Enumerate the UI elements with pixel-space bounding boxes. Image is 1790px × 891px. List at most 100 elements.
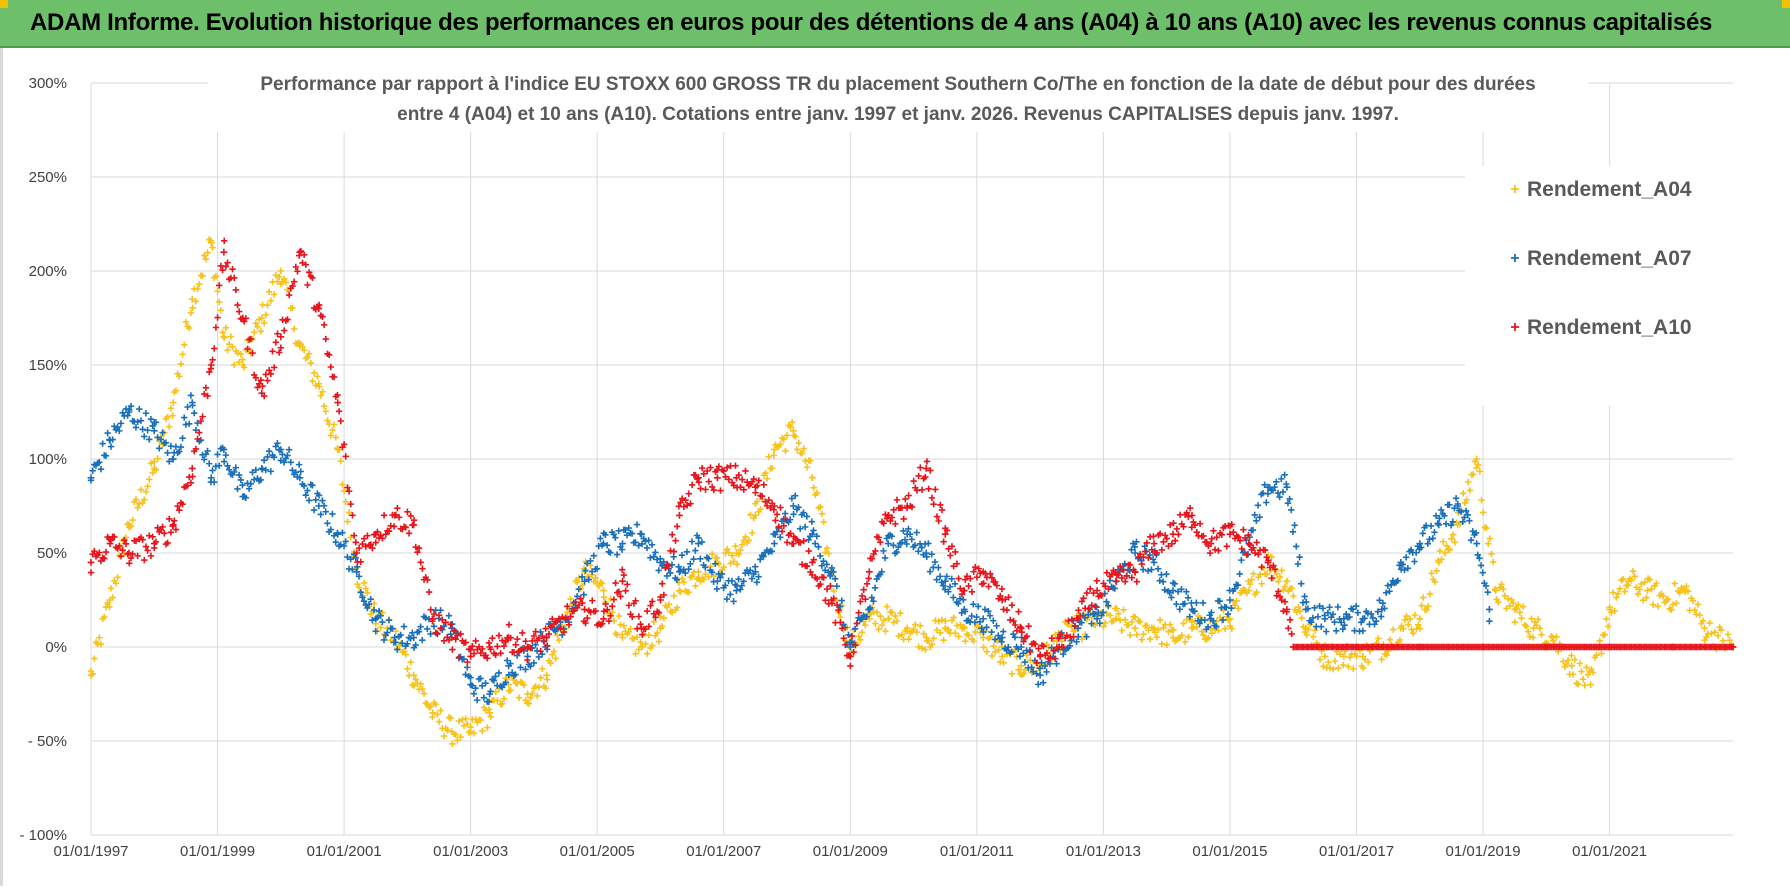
- data-point: [552, 655, 559, 662]
- data-point: [1063, 632, 1071, 639]
- y-tick-label: 150%: [29, 357, 67, 374]
- data-point: [988, 652, 996, 660]
- data-point: [1578, 668, 1585, 675]
- data-point: [1015, 666, 1022, 674]
- data-point: [257, 328, 265, 335]
- data-point: [1374, 608, 1382, 615]
- data-point: [986, 612, 994, 619]
- x-tick-label: 01/01/2009: [813, 843, 888, 860]
- series-Rendement_A07: [87, 392, 1493, 706]
- data-point: [1289, 528, 1297, 536]
- data-point: [309, 274, 316, 281]
- data-point: [979, 568, 987, 576]
- data-point: [788, 419, 796, 426]
- data-point: [652, 549, 659, 556]
- data-point: [940, 582, 947, 589]
- data-point: [880, 547, 887, 555]
- data-point: [197, 417, 205, 425]
- data-point: [1121, 578, 1129, 585]
- data-point: [607, 612, 614, 620]
- data-point: [394, 646, 401, 653]
- data-point: [998, 653, 1006, 660]
- data-point: [204, 447, 211, 455]
- data-point: [590, 578, 598, 585]
- data-point: [1188, 606, 1196, 613]
- data-point: [600, 587, 607, 594]
- data-point: [329, 510, 336, 518]
- data-point: [1240, 526, 1247, 533]
- data-point: [903, 530, 911, 538]
- data-point: [1169, 587, 1177, 594]
- data-point: [803, 513, 811, 520]
- data-point: [607, 595, 614, 602]
- data-point: [305, 269, 313, 276]
- data-point: [494, 643, 501, 650]
- data-point: [1113, 605, 1121, 612]
- data-point: [643, 544, 651, 552]
- data-point: [1598, 650, 1605, 657]
- legend-item-Rendement_A07[interactable]: Rendement_A07: [1511, 247, 1692, 270]
- data-point: [688, 538, 696, 545]
- data-point: [154, 434, 161, 441]
- data-point: [1128, 546, 1135, 553]
- data-point: [1463, 496, 1470, 504]
- scatter-points: [87, 236, 1737, 748]
- data-point: [705, 555, 712, 562]
- data-point: [1264, 559, 1272, 566]
- data-point: [1450, 531, 1457, 538]
- data-point: [1511, 606, 1519, 613]
- data-point: [638, 643, 645, 651]
- data-point: [1609, 589, 1617, 596]
- series-Rendement_A10: [87, 237, 1737, 670]
- data-point: [1316, 656, 1324, 663]
- data-point: [632, 539, 639, 546]
- data-point: [419, 637, 426, 644]
- data-point: [642, 640, 649, 648]
- data-point: [201, 252, 208, 259]
- legend[interactable]: Rendement_A04 Rendement_A07 Rendement_A10: [1465, 166, 1733, 406]
- data-point: [1494, 599, 1502, 606]
- data-point: [344, 518, 351, 525]
- data-point: [272, 272, 280, 279]
- x-tick-label: 01/01/2015: [1192, 843, 1267, 860]
- data-point: [1466, 517, 1473, 524]
- data-point: [87, 671, 95, 679]
- data-point: [1088, 602, 1096, 609]
- data-point: [645, 623, 653, 630]
- data-point: [1302, 606, 1310, 613]
- data-point: [475, 643, 483, 651]
- legend-item-Rendement_A04[interactable]: Rendement_A04: [1511, 178, 1692, 201]
- data-point: [682, 569, 689, 577]
- data-point: [650, 618, 658, 625]
- data-point: [202, 255, 210, 263]
- data-point: [1120, 606, 1127, 614]
- data-point: [510, 648, 518, 656]
- data-point: [372, 628, 379, 635]
- data-point: [1020, 650, 1027, 657]
- data-point: [150, 427, 158, 435]
- data-point: [289, 304, 296, 311]
- data-point: [639, 631, 646, 638]
- data-point: [915, 548, 922, 555]
- data-point: [1286, 495, 1293, 503]
- data-point: [1549, 634, 1557, 641]
- data-point: [882, 627, 889, 635]
- data-point: [539, 665, 546, 672]
- data-point: [905, 525, 912, 533]
- data-point: [838, 597, 846, 604]
- data-point: [342, 538, 349, 545]
- data-point: [732, 543, 739, 550]
- data-point: [1180, 620, 1187, 627]
- legend-item-Rendement_A10[interactable]: Rendement_A10: [1511, 316, 1692, 339]
- data-point: [938, 506, 946, 514]
- data-point: [600, 615, 607, 623]
- data-point: [1486, 618, 1493, 625]
- data-point: [194, 435, 201, 443]
- data-point: [953, 560, 961, 567]
- data-point: [884, 615, 892, 623]
- data-point: [931, 558, 939, 566]
- data-point: [220, 333, 228, 341]
- data-point: [540, 638, 548, 645]
- data-point: [1288, 630, 1295, 638]
- data-point: [287, 459, 294, 466]
